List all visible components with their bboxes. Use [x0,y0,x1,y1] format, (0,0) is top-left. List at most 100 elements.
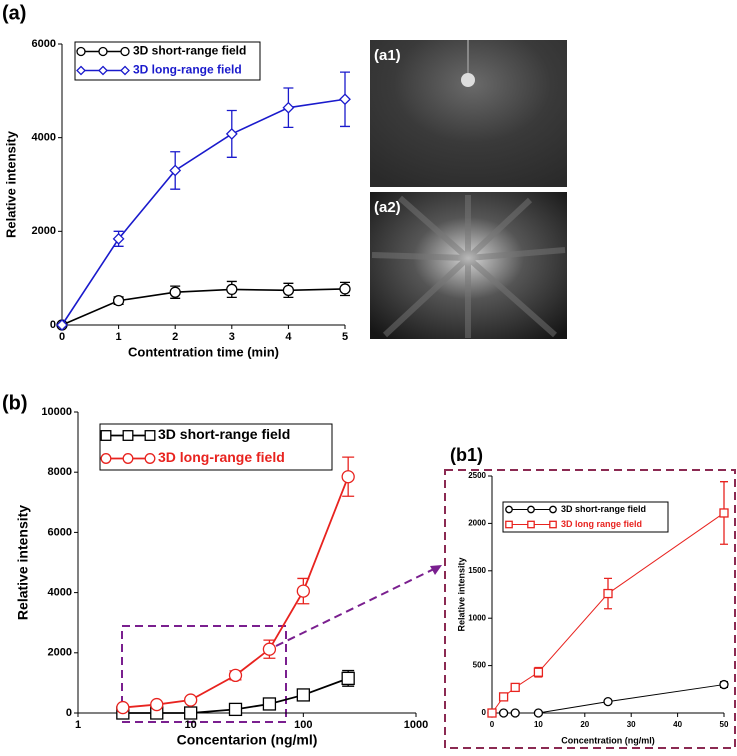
marker [169,286,181,298]
marker [282,101,295,114]
marker [56,319,68,331]
marker [341,671,355,686]
marker [169,164,182,177]
y-axis-label: Relative intensity [456,557,466,631]
marker [122,430,134,441]
marker [225,128,238,140]
marker [282,284,295,296]
droplet [461,73,475,87]
marker [228,668,243,683]
marker [296,584,310,598]
zoom-box [121,625,287,723]
image-label: (a1) [374,47,401,64]
panel-title: (b1) [450,445,483,465]
y-axis-label: Relative intensity [15,505,31,620]
x-tick-label: 2 [172,331,178,343]
y-tick-label: 0 [66,707,72,719]
marker [603,588,613,599]
legend-label: 3D long-range field [133,63,242,77]
x-tick-label: 0 [59,331,65,343]
x-tick-label: 5 [342,331,348,343]
marker [510,682,520,693]
marker [120,46,130,57]
marker [228,702,243,717]
y-tick-label: 2000 [32,225,56,237]
marker [262,697,277,711]
marker [184,706,198,720]
marker [498,708,509,718]
y-tick-label: 1500 [468,566,486,575]
marker [144,430,156,441]
marker [76,46,86,57]
y-tick-label: 8000 [48,466,72,478]
arrow-head [430,565,442,575]
zoom-arrow [275,567,437,647]
series-line [61,288,346,326]
y-tick-label: 2500 [468,471,486,480]
marker [533,708,544,718]
legend-label: 3D short-range field [133,44,246,58]
marker [498,692,509,702]
marker [505,505,513,514]
y-tick-label: 4000 [48,587,72,599]
legend-box [99,423,333,471]
x-tick-label: 1 [116,331,122,343]
marker [76,65,86,76]
legend-label: 3D short-range field [158,426,290,442]
x-tick-label: 3 [229,331,235,343]
marker [533,667,544,677]
marker [719,508,729,518]
marker [549,505,557,514]
marker [112,294,125,307]
marker [150,697,164,712]
x-tick-label: 10 [534,720,543,729]
legend-label: 3D long range field [561,519,642,529]
x-axis-label: Concentration (ng/ml) [561,735,655,745]
marker [549,520,557,529]
x-tick-label: 0 [490,720,495,729]
y-tick-label: 2000 [48,647,72,659]
y-tick-label: 500 [473,661,487,670]
marker [510,708,520,718]
marker [98,46,108,57]
x-tick-label: 10 [185,719,197,731]
marker [98,65,108,76]
x-tick-label: 50 [720,720,729,729]
y-tick-label: 4000 [32,132,56,144]
marker [116,700,130,715]
marker [527,520,535,529]
y-tick-label: 0 [50,319,56,331]
marker [527,505,535,514]
x-axis-label: Concentarion (ng/ml) [177,732,318,748]
y-tick-label: 10000 [41,406,72,418]
marker [487,708,497,718]
inset-frame [444,469,736,749]
x-tick-label: 100 [294,719,312,731]
marker [226,283,238,296]
y-tick-label: 6000 [32,38,56,50]
marker [339,93,351,106]
x-tick-label: 20 [580,720,589,729]
series-line [61,98,346,326]
marker [262,642,277,656]
y-tick-label: 1000 [468,613,486,622]
image-label: (a2) [374,199,401,216]
marker [100,430,112,441]
x-tick-label: 40 [673,720,682,729]
marker [122,453,134,464]
marker [112,232,125,245]
y-tick-label: 6000 [48,526,72,538]
y-tick-label: 2000 [468,519,486,528]
marker [505,520,513,529]
marker [184,693,198,707]
y-axis-label: Relative intensity [3,130,18,238]
legend-label: 3D short-range field [561,504,646,514]
marker [296,688,310,702]
legend-label: 3D long-range field [158,449,285,465]
figure-label: (b) [2,392,28,414]
y-tick-label: 0 [482,708,487,717]
x-tick-label: 1 [75,719,81,731]
marker [719,679,729,690]
series-line [491,512,725,714]
